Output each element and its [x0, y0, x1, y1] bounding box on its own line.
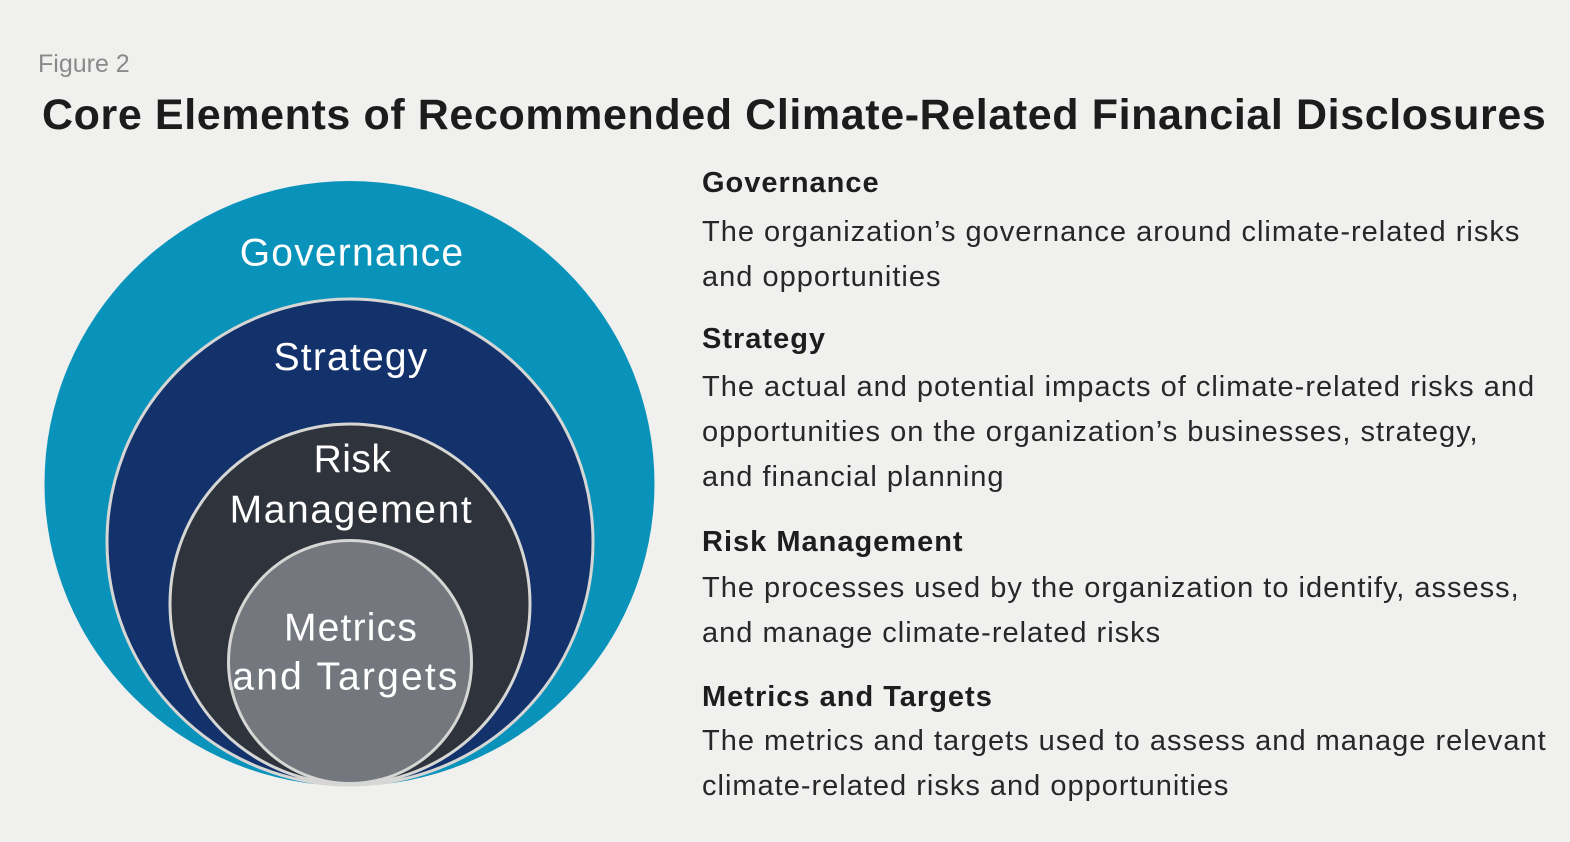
svg-text:Governance: Governance: [240, 232, 464, 275]
svg-text:Metrics: Metrics: [284, 607, 418, 650]
svg-text:Risk: Risk: [314, 438, 392, 481]
svg-text:Management: Management: [230, 489, 474, 532]
svg-text:Strategy: Strategy: [274, 336, 429, 379]
svg-text:and Targets: and Targets: [232, 656, 459, 699]
